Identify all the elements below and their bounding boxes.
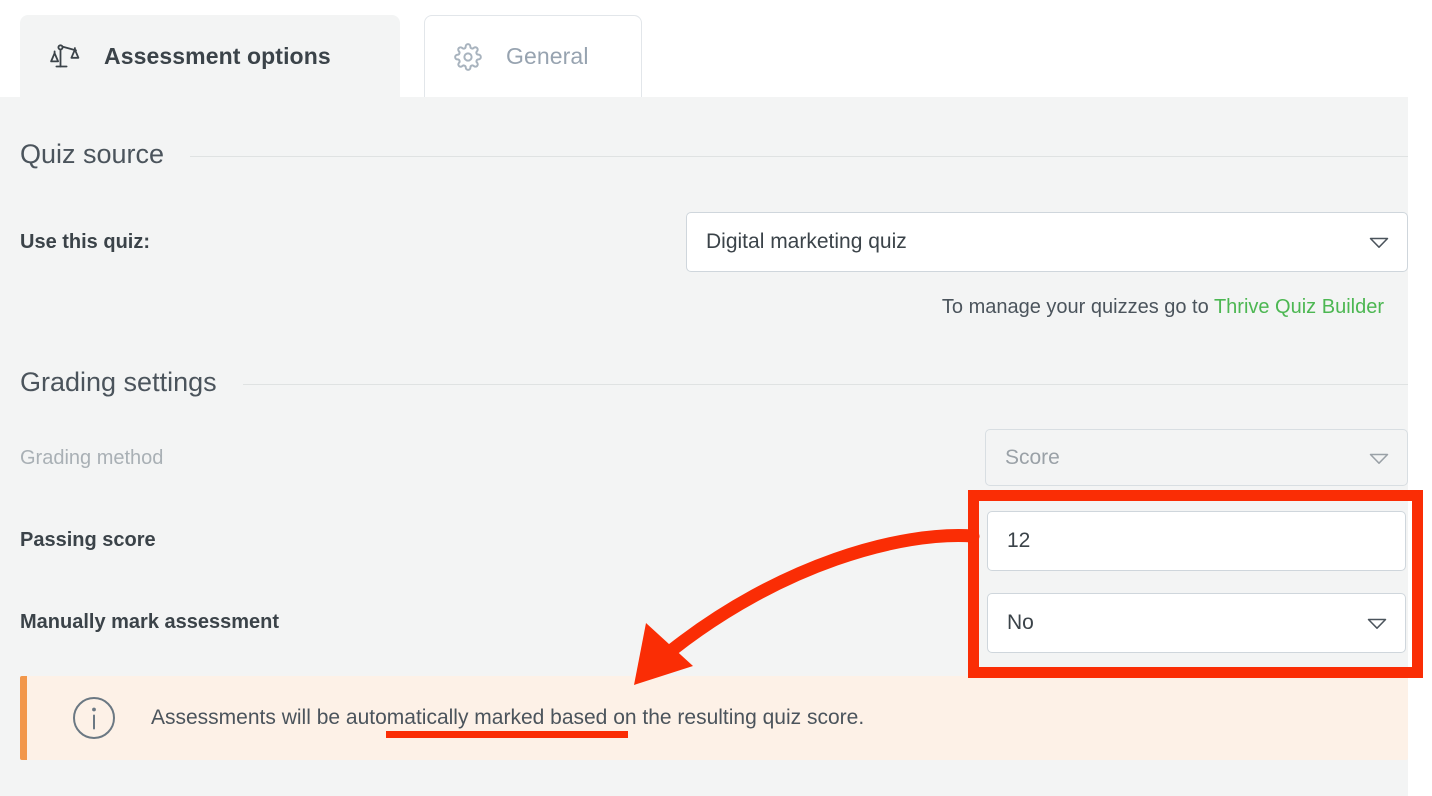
label-passing-score: Passing score xyxy=(20,529,156,551)
tab-assessment-options-label: Assessment options xyxy=(104,42,331,69)
input-passing-score-value: 12 xyxy=(1007,529,1031,552)
input-passing-score[interactable]: 12 xyxy=(987,511,1406,571)
section-header-grading-settings: Grading settings xyxy=(20,367,1408,398)
chevron-down-icon xyxy=(1369,236,1389,248)
section-divider xyxy=(190,156,1408,157)
label-grading-method: Grading method xyxy=(20,447,164,469)
hint-manage-quizzes-text: To manage your quizzes go to xyxy=(941,296,1214,318)
section-header-quiz-source: Quiz source xyxy=(20,139,1408,170)
tab-general-label: General xyxy=(506,43,589,69)
link-thrive-quiz-builder[interactable]: Thrive Quiz Builder xyxy=(1213,296,1384,318)
label-use-this-quiz: Use this quiz: xyxy=(20,231,151,253)
tab-strip: Assessment options General xyxy=(0,0,1432,97)
scale-balance-icon xyxy=(49,39,83,73)
select-manually-mark-assessment[interactable]: No xyxy=(987,593,1406,653)
info-banner: Assessments will be automatically marked… xyxy=(20,676,1408,760)
section-divider xyxy=(242,384,1408,385)
chevron-down-icon xyxy=(1367,617,1387,629)
select-use-this-quiz[interactable]: Digital marketing quiz xyxy=(686,212,1408,272)
tab-general[interactable]: General xyxy=(424,15,642,97)
select-grading-method-value: Score xyxy=(1005,445,1060,469)
tab-assessment-options[interactable]: Assessment options xyxy=(20,15,400,97)
gear-icon xyxy=(451,40,485,74)
select-manually-mark-assessment-value: No xyxy=(1007,611,1034,634)
hint-manage-quizzes: To manage your quizzes go to Thrive Quiz… xyxy=(942,296,1384,319)
section-title-quiz-source: Quiz source xyxy=(20,139,165,169)
select-grading-method[interactable]: Score xyxy=(985,429,1408,486)
select-use-this-quiz-value: Digital marketing quiz xyxy=(706,230,907,253)
info-circle-icon xyxy=(72,696,116,740)
label-manually-mark-assessment: Manually mark assessment xyxy=(20,611,280,633)
section-title-grading-settings: Grading settings xyxy=(20,367,217,397)
chevron-down-icon xyxy=(1369,452,1389,464)
info-banner-text: Assessments will be automatically marked… xyxy=(151,706,865,729)
